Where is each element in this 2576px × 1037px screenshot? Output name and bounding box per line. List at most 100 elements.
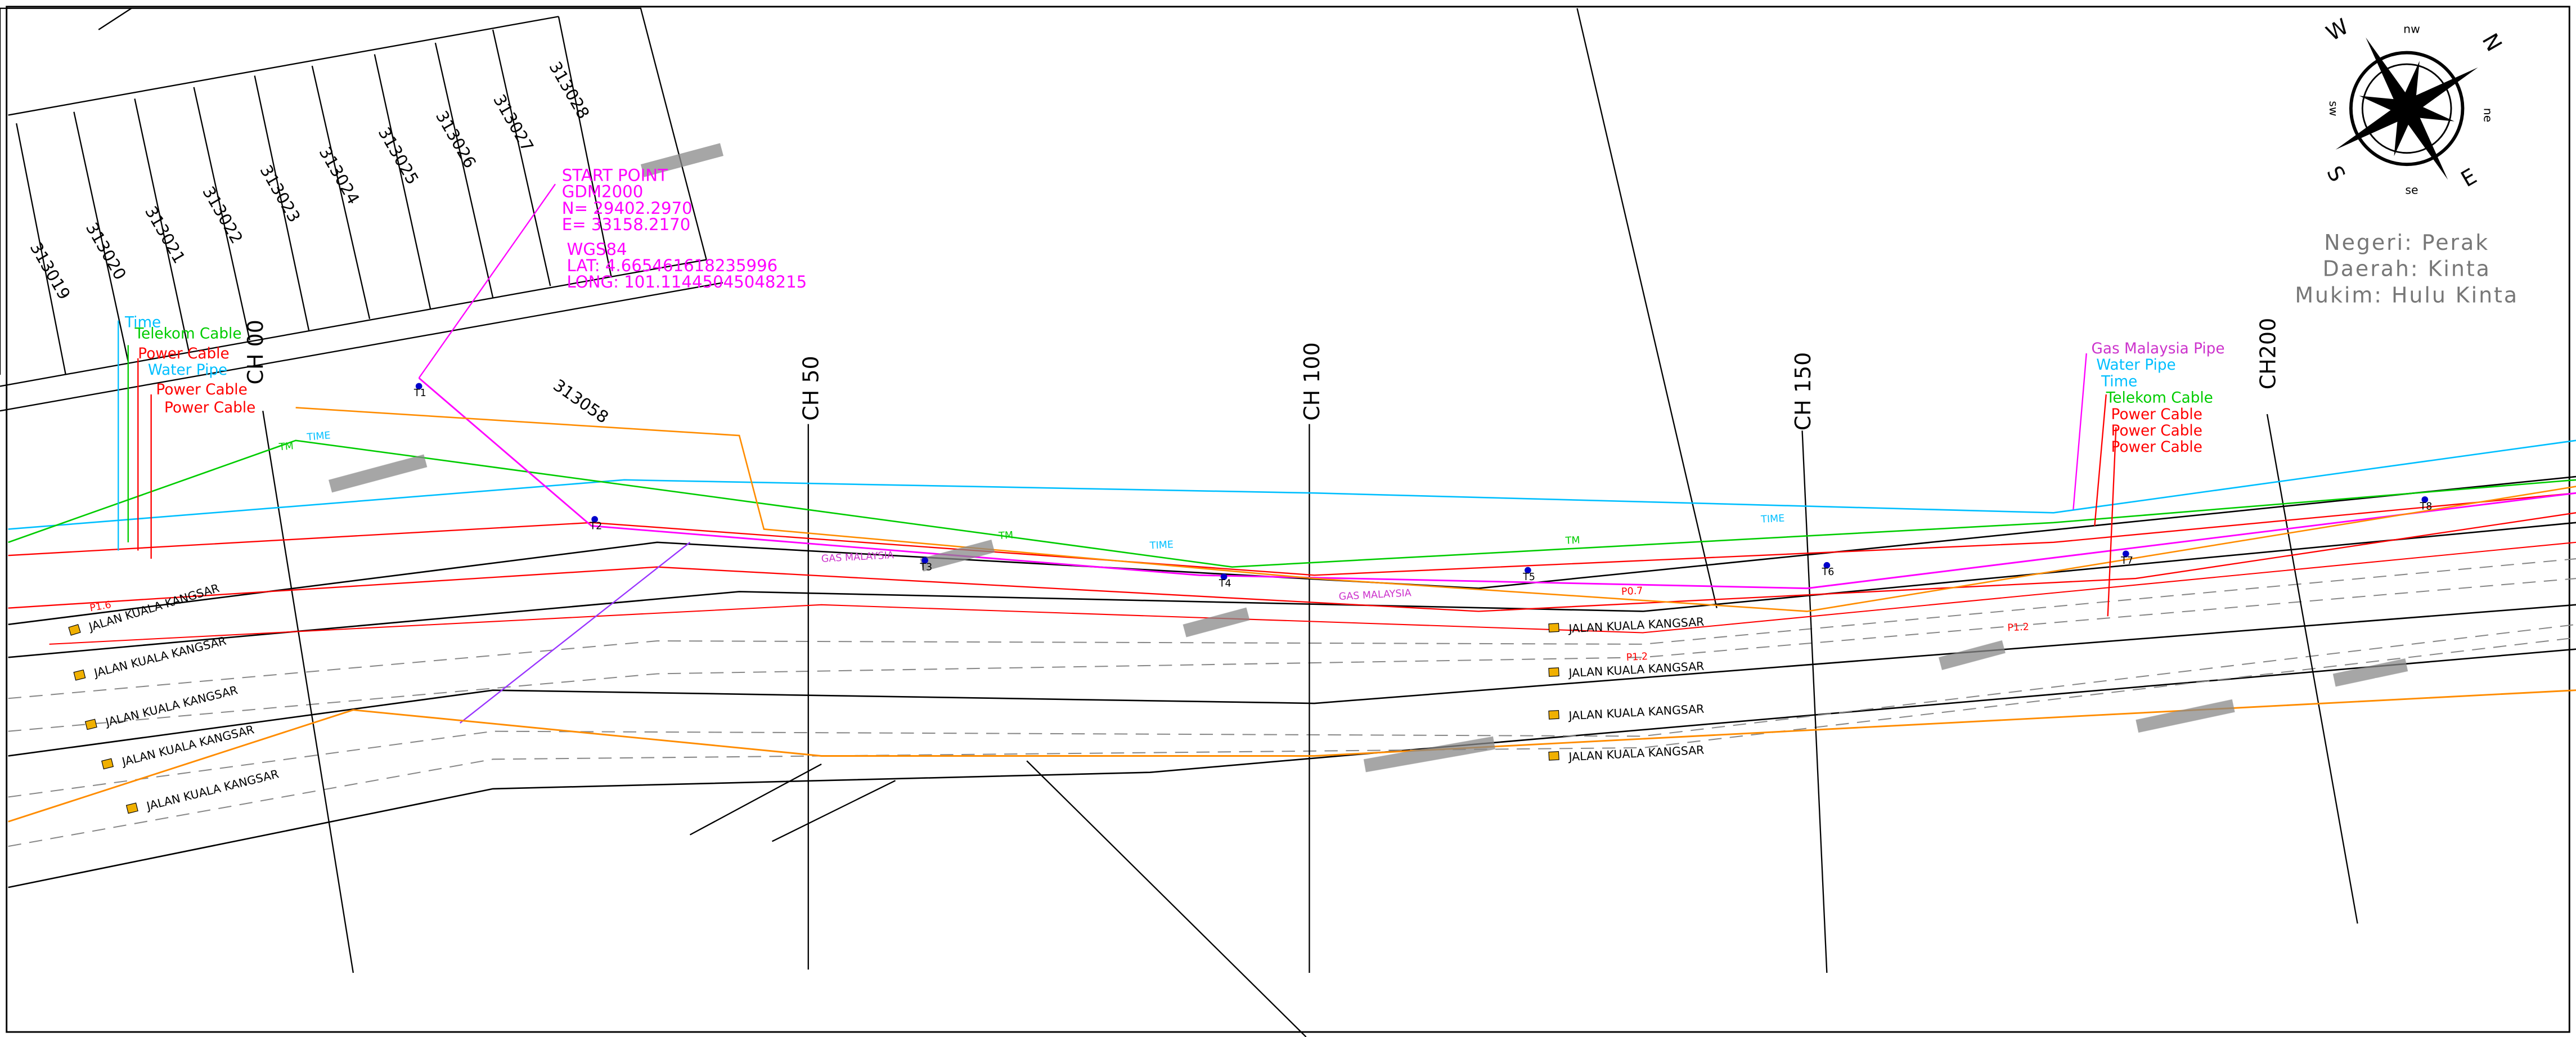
- gas-pipe: [418, 377, 2576, 590]
- legend-label: Telekom Cable: [2106, 390, 2213, 407]
- road-marker: [73, 669, 86, 681]
- boundary: [1576, 8, 1718, 608]
- lane-line: [8, 578, 2576, 732]
- legend-label: Water Pipe: [2096, 357, 2175, 374]
- road-name: JALAN KUALA KANGSAR: [119, 722, 255, 769]
- compass-label: nw: [2403, 23, 2420, 36]
- station-point: [1220, 573, 1228, 581]
- station-point: [2421, 496, 2429, 503]
- legend-label: Power Cable: [2111, 423, 2202, 439]
- road-reserve: [295, 407, 2576, 612]
- legend-label: Power Cable: [2111, 406, 2202, 423]
- compass-label: E: [2457, 164, 2481, 192]
- utility-tag: TIME: [1760, 513, 1785, 526]
- legend-label: Power Cable: [156, 381, 247, 398]
- road-name: JALAN KUALA KANGSAR: [103, 683, 239, 729]
- utility-tag: TM: [998, 530, 1014, 542]
- utility-tag: P1.2: [2007, 622, 2029, 634]
- start-point: E= 33158.2170: [562, 215, 691, 234]
- station-label: T8: [2420, 501, 2433, 512]
- road-reserve: [8, 689, 2576, 823]
- lot-boundary: [0, 7, 707, 375]
- chainage-label: CH200: [2256, 318, 2281, 389]
- station-point: [415, 383, 422, 390]
- chainage-line: [2266, 414, 2358, 924]
- compass-label: ne: [2481, 108, 2494, 123]
- compass-point: [2366, 37, 2414, 113]
- lot-number: 313026: [432, 107, 480, 171]
- utility-tag: TM: [1565, 535, 1580, 546]
- gas-pipe: [459, 541, 691, 724]
- leader-line: [418, 183, 556, 379]
- chainage-label: CH 50: [798, 356, 823, 420]
- road-marker: [1548, 623, 1559, 632]
- lot-number: 313022: [199, 183, 246, 246]
- legend-label: Water Pipe: [148, 362, 227, 379]
- compass-label: se: [2405, 183, 2418, 197]
- road-marker: [1548, 667, 1559, 677]
- lane-line: [8, 637, 2576, 847]
- compass-point: [2399, 104, 2448, 180]
- chainage-line: [262, 411, 354, 973]
- station-point: [1525, 567, 1531, 574]
- boundary: [772, 780, 896, 842]
- lot-boundary: [0, 282, 723, 412]
- utility-tag: TIME: [1149, 539, 1174, 551]
- compass-point: [2335, 101, 2411, 150]
- north-arrow: [2335, 37, 2478, 180]
- start-point: GDM2000: [562, 182, 644, 201]
- start-point: START POINT: [562, 165, 668, 185]
- chainage-line: [1801, 430, 1828, 973]
- station-point: [2123, 550, 2129, 558]
- power-cable: [8, 492, 2576, 576]
- water-pipe: [8, 439, 2576, 530]
- legend-leader: [2073, 353, 2087, 510]
- power-cable: [8, 512, 2576, 612]
- lot-number: 313020: [82, 219, 130, 283]
- utility-tag: TIME: [306, 430, 331, 443]
- road-edge: [8, 522, 2576, 658]
- compass-label: sw: [2327, 101, 2340, 116]
- lot-number: 313023: [256, 161, 304, 225]
- road-marker: [68, 624, 81, 636]
- station-label: T4: [1219, 578, 1231, 590]
- compass-label: N: [2477, 29, 2506, 56]
- lane-line: [8, 623, 2576, 798]
- boundary: [689, 764, 822, 836]
- station-point: [591, 516, 598, 523]
- compass-label: S: [2322, 162, 2350, 186]
- road-edge: [8, 604, 2576, 757]
- road-name: JALAN KUALA KANGSAR: [144, 767, 280, 813]
- location-info: Mukim: Hulu Kinta: [2295, 282, 2519, 307]
- lot-number: 313021: [141, 203, 189, 266]
- legend-label: Telekom Cable: [134, 326, 241, 343]
- linework: [0, 7, 2576, 1037]
- station-point: [921, 557, 928, 564]
- station-label: T5: [1522, 572, 1535, 583]
- legend-label: Gas Malaysia Pipe: [2092, 340, 2225, 357]
- chainage-label: CH 150: [1791, 352, 1815, 431]
- station-label: T2: [589, 520, 602, 532]
- utility-tag: TM: [278, 441, 294, 453]
- frame: [6, 6, 2570, 1033]
- wgs84: LAT: 4.665461618235996: [567, 256, 777, 275]
- legend-leader: [2094, 394, 2107, 526]
- lot-number: 313027: [489, 91, 537, 155]
- compass-ring: [2349, 51, 2465, 167]
- road-marker: [1548, 751, 1559, 761]
- location-info: Negeri: Perak: [2324, 230, 2489, 255]
- station-label: T7: [2120, 555, 2133, 567]
- legend-label: Power Cable: [2111, 439, 2202, 456]
- road-marker: [1548, 710, 1559, 720]
- station-label: T3: [919, 562, 932, 573]
- utility-tag: P0.7: [1621, 585, 1643, 598]
- wgs84: LONG: 101.11445045048215: [567, 272, 807, 291]
- station-point: [1823, 562, 1831, 569]
- legend-leader: [2107, 427, 2117, 617]
- chainage-label: CH 00: [243, 320, 268, 384]
- legend-label: Power Cable: [138, 345, 229, 362]
- lot-number: 313058: [550, 375, 612, 427]
- start-point: N= 29402.2970: [562, 199, 693, 218]
- road-marker: [84, 719, 97, 730]
